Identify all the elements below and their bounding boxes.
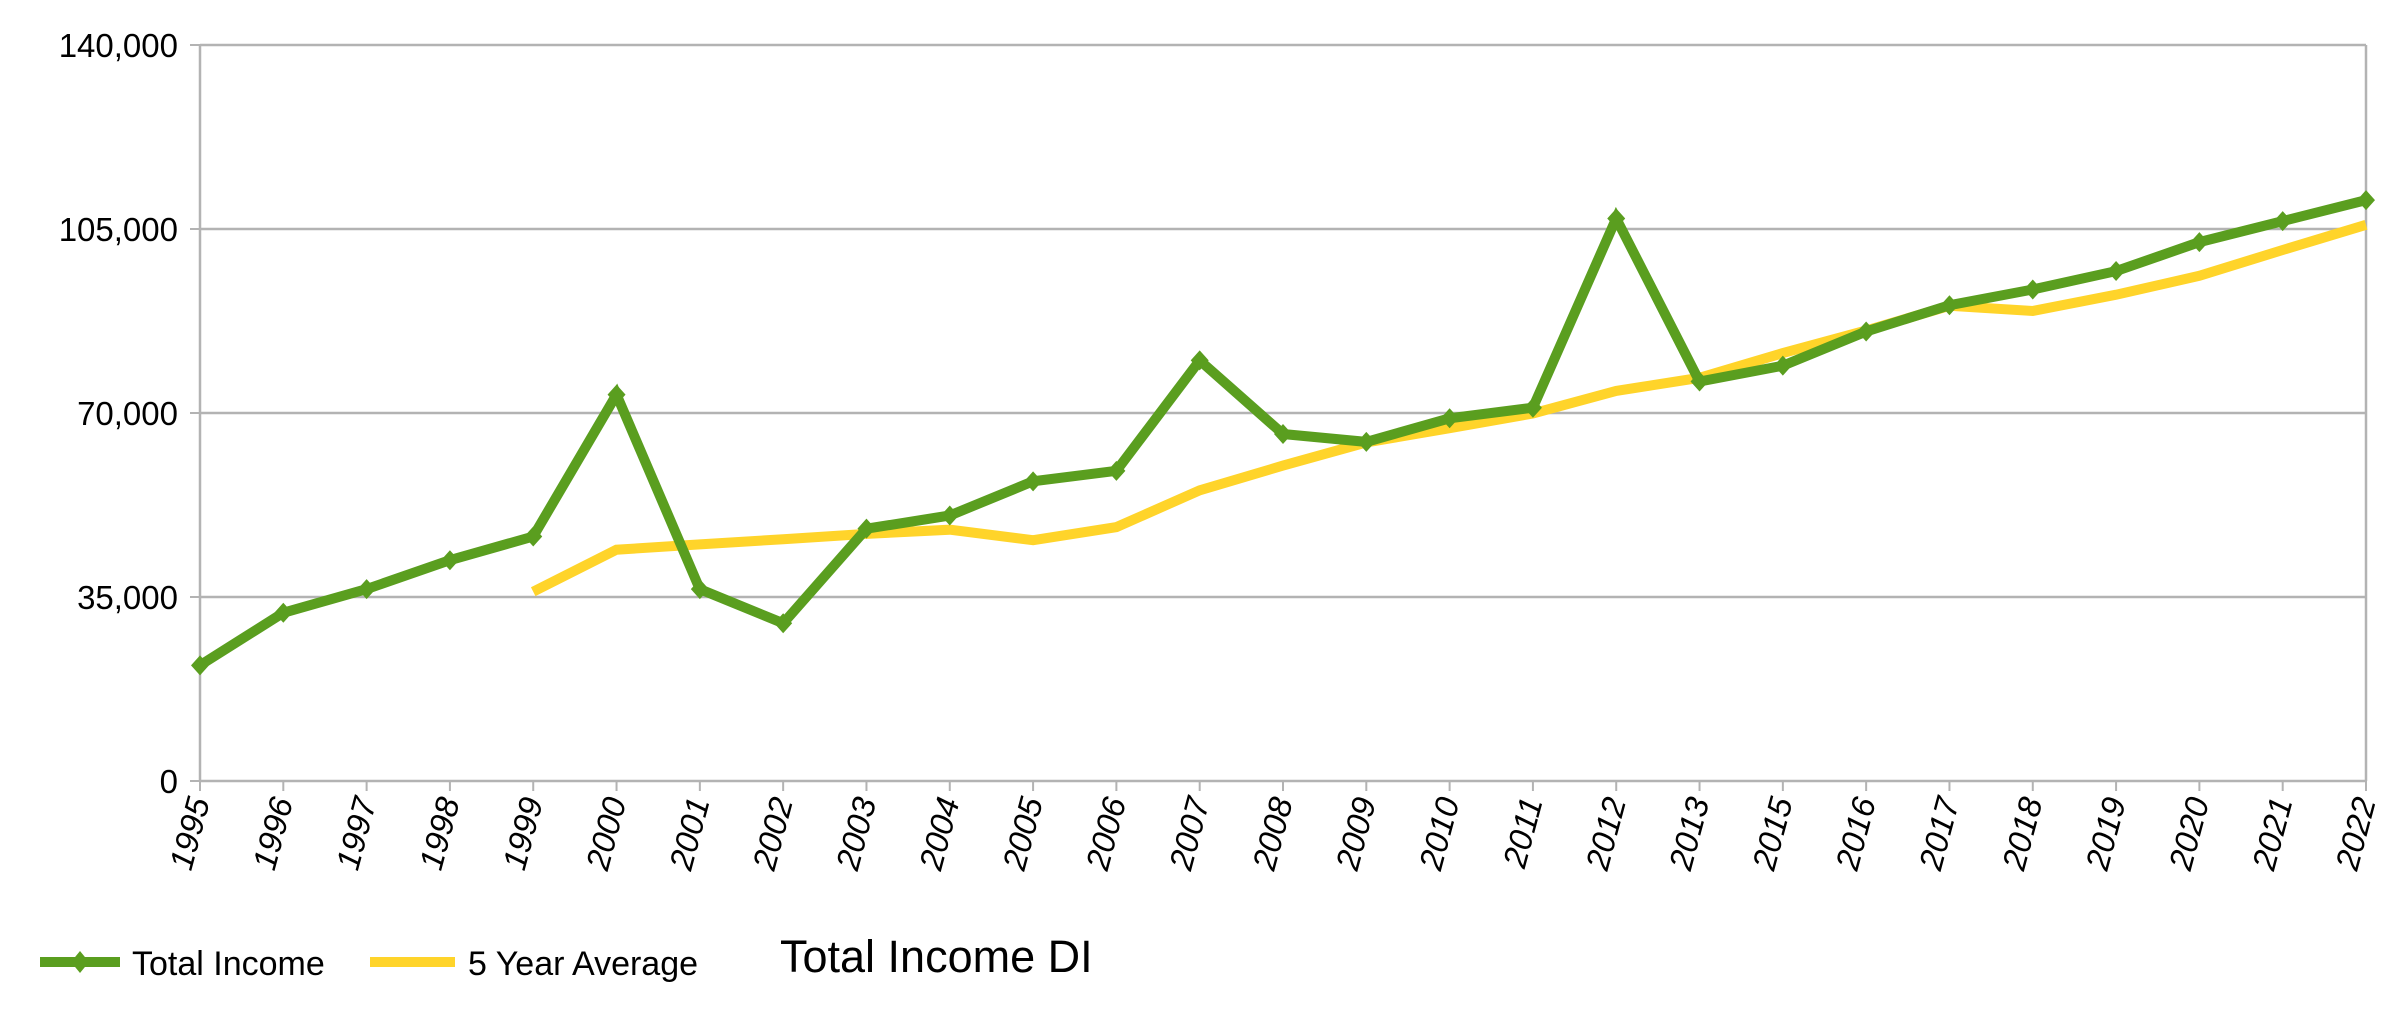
- data-point-total-income: [2107, 261, 2126, 282]
- chart-title: Total Income DI: [780, 931, 1093, 982]
- y-tick-label: 140,000: [59, 27, 178, 64]
- x-tick-label: 2009: [1328, 793, 1383, 874]
- axis-layer: 0 35,000 70,000 105,000 140,000 1995 1996 1997 1…: [59, 27, 2383, 875]
- legend: Total Income 5 Year Average Total Income…: [40, 931, 1093, 983]
- x-tick-label: 2012: [1578, 793, 1633, 874]
- x-tick-label: 2015: [1745, 793, 1800, 875]
- x-tick-label: 2008: [1245, 793, 1300, 875]
- x-tick-label: 2017: [1911, 792, 1966, 875]
- series-layer: [191, 190, 2375, 676]
- data-point-total-income: [1857, 321, 1876, 342]
- legend-label-5-year-average: 5 Year Average: [468, 945, 698, 983]
- data-point-total-income: [2190, 232, 2209, 253]
- data-point-total-income: [191, 655, 209, 676]
- x-tick-label: 2019: [2078, 793, 2133, 874]
- data-point-total-income: [940, 505, 959, 526]
- y-tick-label: 35,000: [77, 579, 178, 616]
- grid-layer: [190, 43, 2368, 791]
- data-point-total-income: [774, 613, 793, 634]
- data-point-total-income: [2357, 190, 2375, 211]
- x-tick-label: 2011: [1495, 793, 1549, 872]
- legend-marker-diamond-icon: [71, 951, 89, 973]
- x-tick-label: 2016: [1828, 793, 1883, 875]
- legend-item-total-income: Total Income: [40, 945, 325, 983]
- x-tick-label: 2007: [1161, 792, 1216, 875]
- x-tick-label: 2022: [2328, 793, 2383, 874]
- x-tick-label: 2003: [828, 793, 883, 875]
- data-point-total-income: [690, 579, 709, 600]
- data-point-total-income: [274, 602, 293, 623]
- data-point-total-income: [1357, 431, 1376, 452]
- x-tick-label: 1999: [495, 793, 550, 873]
- data-point-total-income: [1190, 350, 1209, 371]
- x-tick-label: 2006: [1078, 793, 1133, 875]
- data-point-total-income: [1107, 460, 1126, 481]
- data-point-total-income: [440, 550, 459, 571]
- data-point-total-income: [1690, 371, 1709, 392]
- data-point-total-income: [1274, 424, 1292, 445]
- x-tick-label: 2005: [995, 793, 1050, 875]
- data-point-total-income: [357, 579, 376, 600]
- x-tick-label: 1996: [245, 793, 300, 874]
- x-tick-label: 2020: [2161, 793, 2216, 875]
- x-tick-label: 1998: [412, 793, 467, 874]
- data-point-total-income: [1440, 408, 1459, 429]
- x-tick-label: 2001: [662, 793, 717, 874]
- x-tick-label: 2002: [745, 793, 800, 874]
- x-tick-label: 1995: [162, 793, 217, 874]
- data-point-total-income: [1940, 295, 1959, 316]
- y-tick-label: 70,000: [77, 395, 178, 432]
- data-point-total-income: [2023, 279, 2042, 300]
- data-point-total-income: [2273, 211, 2292, 232]
- data-point-total-income: [524, 526, 543, 547]
- x-tick-label: 2010: [1411, 793, 1466, 875]
- data-point-total-income: [1607, 208, 1626, 229]
- legend-label-total-income: Total Income: [132, 945, 325, 983]
- data-point-total-income: [1773, 355, 1792, 376]
- x-tick-label: 2013: [1661, 793, 1716, 875]
- x-tick-label: 2021: [2244, 793, 2299, 874]
- x-tick-label: 2004: [912, 793, 967, 874]
- data-point-total-income: [857, 518, 876, 539]
- x-tick-label: 2018: [1995, 793, 2050, 875]
- x-tick-label: 2000: [578, 793, 633, 875]
- data-point-total-income: [607, 384, 626, 405]
- legend-item-5-year-average: 5 Year Average: [370, 945, 698, 983]
- y-tick-label: 105,000: [59, 211, 178, 248]
- data-point-total-income: [1523, 397, 1542, 418]
- x-tick-label: 1997: [329, 792, 384, 874]
- data-point-total-income: [1024, 471, 1043, 492]
- y-tick-label: 0: [160, 763, 178, 800]
